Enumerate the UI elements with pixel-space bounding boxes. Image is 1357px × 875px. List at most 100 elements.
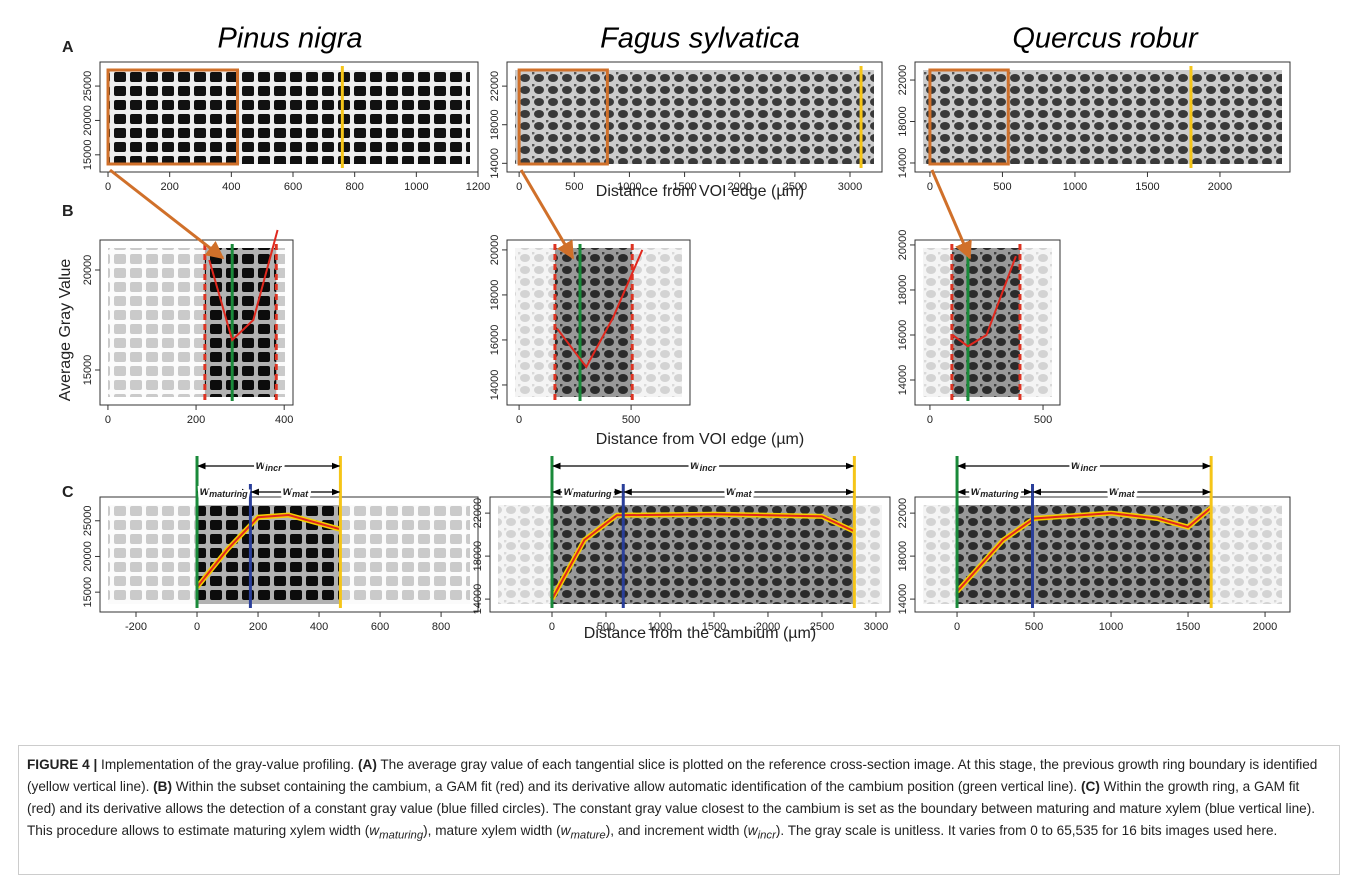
image-fade bbox=[108, 248, 205, 397]
x-tick-label: 800 bbox=[432, 621, 450, 633]
x-tick-label: 0 bbox=[194, 621, 200, 633]
width-label: wmat bbox=[726, 484, 752, 499]
width-label-sub: maturing bbox=[573, 489, 612, 499]
species-title: Fagus sylvatica bbox=[600, 23, 800, 55]
x-axis-label: Distance from VOI edge (µm) bbox=[596, 431, 804, 448]
y-tick-label: 14000 bbox=[472, 584, 484, 615]
x-tick-label: 3000 bbox=[864, 621, 888, 633]
zoom-arrow bbox=[109, 168, 225, 260]
caption-text: ), and increment width ( bbox=[605, 823, 748, 838]
x-tick-label: 0 bbox=[105, 181, 111, 193]
gam-fit bbox=[551, 513, 855, 600]
gam-fit bbox=[556, 249, 644, 369]
plot-frame bbox=[489, 496, 891, 613]
plot-frame bbox=[99, 61, 479, 173]
x-tick-label: 800 bbox=[345, 181, 363, 193]
image-fade bbox=[632, 248, 682, 397]
x-tick-label: 600 bbox=[284, 181, 302, 193]
x-tick-label: 0 bbox=[105, 414, 111, 426]
caption-text: (A) bbox=[357, 757, 377, 772]
width-label: wmaturing bbox=[971, 484, 1019, 499]
y-tick-label: 20000 bbox=[897, 230, 909, 261]
x-axis-label: Distance from VOI edge (µm) bbox=[596, 183, 804, 200]
width-label-main: w bbox=[1071, 458, 1081, 472]
plot-frame bbox=[914, 239, 1061, 406]
x-tick-label: 1000 bbox=[1063, 181, 1087, 193]
caption-text: (C) bbox=[1080, 779, 1100, 794]
x-tick-label: 200 bbox=[187, 414, 205, 426]
width-label: wmat bbox=[283, 484, 309, 499]
width-label-sub: incr bbox=[1081, 463, 1098, 473]
panel-letter: C bbox=[62, 484, 74, 501]
y-tick-label: 14000 bbox=[897, 365, 909, 396]
x-tick-label: 2000 bbox=[1253, 621, 1277, 633]
zoom-arrow bbox=[519, 169, 575, 260]
x-tick-label: 2500 bbox=[783, 181, 807, 193]
image-fade bbox=[276, 248, 285, 397]
y-tick-label: 20000 bbox=[82, 541, 94, 572]
image bbox=[108, 70, 470, 164]
y-tick-label: 20000 bbox=[489, 235, 501, 266]
y-tick-label: 20000 bbox=[82, 105, 94, 136]
species-title: Pinus nigra bbox=[217, 23, 362, 55]
width-label-main: w bbox=[1109, 484, 1119, 498]
subset-window bbox=[106, 68, 240, 166]
image-dark bbox=[554, 248, 633, 397]
zoom-arrow bbox=[930, 169, 972, 260]
image bbox=[923, 70, 1282, 164]
width-label-main: w bbox=[200, 484, 210, 498]
x-tick-label: 1000 bbox=[404, 181, 428, 193]
y-tick-label: 22000 bbox=[472, 498, 484, 529]
x-tick-label: 2000 bbox=[1208, 181, 1232, 193]
y-tick-label: 25000 bbox=[82, 505, 94, 536]
width-label-sub: maturing bbox=[980, 489, 1019, 499]
x-tick-label: 1500 bbox=[1135, 181, 1159, 193]
subset-window bbox=[517, 68, 609, 166]
image-fade bbox=[515, 248, 555, 397]
x-tick-label: 500 bbox=[993, 181, 1011, 193]
x-tick-label: 1000 bbox=[1099, 621, 1123, 633]
width-label-main: w bbox=[726, 484, 736, 498]
x-tick-label: 500 bbox=[1025, 621, 1043, 633]
image-fade bbox=[108, 505, 198, 604]
y-tick-label: 18000 bbox=[472, 541, 484, 572]
x-tick-label: 500 bbox=[565, 181, 583, 193]
x-tick-label: 0 bbox=[954, 621, 960, 633]
width-label-main: w bbox=[283, 484, 293, 498]
caption-text: Within the subset containing the cambium… bbox=[172, 779, 1081, 794]
image-fade bbox=[1019, 248, 1052, 397]
y-tick-label: 14000 bbox=[489, 148, 501, 179]
caption-text: mature bbox=[570, 829, 606, 842]
y-tick-label: 16000 bbox=[489, 325, 501, 356]
plot-frame bbox=[506, 239, 691, 406]
y-tick-label: 16000 bbox=[897, 320, 909, 351]
caption: FIGURE 4 | Implementation of the gray-va… bbox=[18, 745, 1340, 875]
y-tick-label: 25000 bbox=[82, 71, 94, 102]
image-fade bbox=[498, 505, 552, 604]
width-label-sub: mat bbox=[735, 489, 752, 499]
image-dark bbox=[551, 505, 855, 604]
image-dark bbox=[204, 248, 277, 397]
x-tick-label: 3000 bbox=[838, 181, 862, 193]
y-tick-label: 14000 bbox=[897, 148, 909, 179]
x-tick-label: 0 bbox=[549, 621, 555, 633]
caption-label: FIGURE 4 | bbox=[27, 757, 98, 772]
image-dark bbox=[957, 505, 1212, 604]
y-tick-label: 20000 bbox=[82, 255, 94, 286]
caption-text: incr bbox=[757, 829, 776, 842]
caption-text: The average gray value of each tangentia… bbox=[27, 757, 1318, 794]
x-tick-label: 1000 bbox=[648, 621, 672, 633]
plot-frame bbox=[99, 496, 479, 613]
caption-text: w bbox=[560, 823, 571, 838]
image bbox=[498, 505, 882, 604]
caption-text: Implementation of the gray-value profili… bbox=[97, 757, 358, 772]
panel-letter: B bbox=[62, 203, 74, 220]
plot-frame bbox=[506, 61, 883, 173]
y-tick-label: 18000 bbox=[897, 106, 909, 137]
x-tick-label: 0 bbox=[927, 414, 933, 426]
species-title: Quercus robur bbox=[1012, 23, 1199, 55]
image-fade bbox=[340, 505, 470, 604]
width-label: wincr bbox=[1071, 458, 1097, 473]
width-label: wmaturing bbox=[200, 484, 248, 499]
